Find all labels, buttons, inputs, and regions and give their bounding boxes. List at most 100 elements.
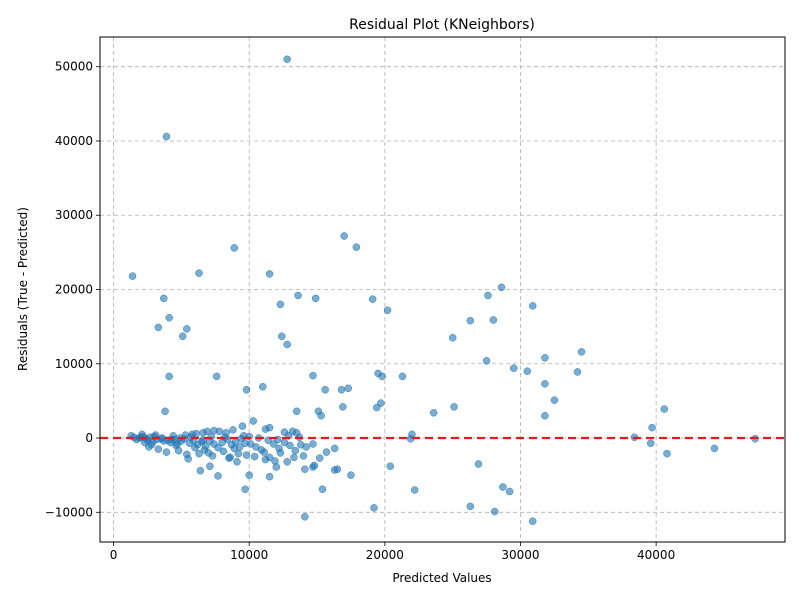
residual-point <box>233 458 241 466</box>
x-tick-label: 20000 <box>366 548 404 562</box>
axis-ticks: 0 10000 20000 30000 40000 −10000 0 10000 20000 30… <box>45 60 675 562</box>
residual-point <box>250 452 259 461</box>
residual-point <box>484 291 492 300</box>
residual-point <box>234 449 243 458</box>
residual-point <box>466 502 475 511</box>
residual-point <box>541 380 549 388</box>
residual-point <box>291 446 300 455</box>
residual-point <box>276 300 285 309</box>
residual-point <box>340 232 348 240</box>
y-tick-label: 50000 <box>55 60 93 74</box>
residual-point <box>259 383 267 391</box>
residual-point <box>196 466 205 475</box>
residual-point <box>368 295 377 303</box>
residual-point <box>410 486 419 494</box>
y-tick-label: 40000 <box>55 134 93 148</box>
residual-point <box>214 443 222 452</box>
residual-point <box>489 316 498 324</box>
residual-point <box>541 412 549 420</box>
residual-point <box>165 313 173 322</box>
residual-point <box>509 364 518 372</box>
residual-point <box>283 340 291 349</box>
residual-point <box>450 403 458 411</box>
residual-point <box>178 332 187 341</box>
residual-point <box>208 452 217 460</box>
residual-point <box>230 244 239 252</box>
residual-point <box>318 485 327 494</box>
residual-point <box>302 443 310 451</box>
residual-point <box>663 449 671 458</box>
x-axis-title: Predicted Values <box>392 571 491 585</box>
residual-point <box>322 448 331 456</box>
residual-point <box>165 372 173 381</box>
residual-point <box>352 243 361 251</box>
residual-point <box>242 386 251 394</box>
residual-point <box>195 449 203 458</box>
residual-point <box>577 348 586 356</box>
residual-point <box>310 461 319 470</box>
residual-point <box>214 472 222 480</box>
residual-point <box>290 453 298 462</box>
residual-point <box>292 407 301 416</box>
y-tick-label: 30000 <box>55 208 93 222</box>
residual-point <box>225 454 233 462</box>
residual-point <box>317 412 325 420</box>
residual-point <box>161 407 169 416</box>
residual-point <box>184 455 192 463</box>
residual-point <box>482 357 491 365</box>
y-tick-label: 20000 <box>55 283 93 297</box>
residual-point <box>330 444 339 453</box>
residual-point <box>474 460 483 468</box>
residual-point <box>309 371 317 380</box>
residual-point <box>265 270 274 278</box>
residual-point <box>309 440 317 448</box>
residual-point <box>370 504 378 512</box>
residual-point <box>383 306 392 315</box>
residual-point <box>260 448 268 456</box>
residual-point <box>398 372 407 381</box>
residual-point <box>301 513 309 521</box>
residual-point <box>141 438 149 447</box>
x-tick-label: 10000 <box>230 548 268 562</box>
y-axis-title: Residuals (True - Predicted) <box>16 207 30 371</box>
residual-point <box>378 372 386 381</box>
residual-point <box>128 272 137 280</box>
residual-point <box>276 449 285 457</box>
residual-point <box>238 422 247 430</box>
residual-point <box>215 427 224 436</box>
residual-point <box>265 472 274 481</box>
residual-point <box>172 441 180 450</box>
chart-title: Residual Plot (KNeighbors) <box>349 17 535 33</box>
x-tick-label: 0 <box>110 548 118 562</box>
residual-point <box>386 462 395 470</box>
residual-point <box>230 444 239 453</box>
residual-point <box>541 354 549 362</box>
residual-point <box>283 55 291 64</box>
residual-point <box>241 485 249 494</box>
residual-point <box>339 403 347 411</box>
residual-point <box>648 423 656 432</box>
residual-point <box>229 426 237 434</box>
residual-point <box>245 471 253 479</box>
y-tick-label: −10000 <box>45 505 93 519</box>
residual-point <box>286 441 294 450</box>
residual-point <box>311 294 320 303</box>
x-tick-label: 30000 <box>501 548 539 562</box>
residual-point <box>212 372 221 381</box>
residual-point <box>315 454 324 462</box>
residual-point <box>206 462 214 470</box>
residual-point <box>272 463 281 471</box>
residual-point <box>497 283 506 292</box>
residual-point <box>200 446 209 454</box>
residual-point <box>203 427 211 436</box>
residual-point <box>505 487 514 496</box>
residual-point <box>299 452 308 460</box>
residual-point <box>660 405 669 413</box>
y-tick-label: 0 <box>85 431 93 445</box>
residual-point <box>499 483 507 491</box>
residual-point <box>347 471 355 479</box>
residual-point <box>249 417 258 425</box>
residual-point <box>573 368 582 376</box>
residual-point <box>278 332 286 341</box>
